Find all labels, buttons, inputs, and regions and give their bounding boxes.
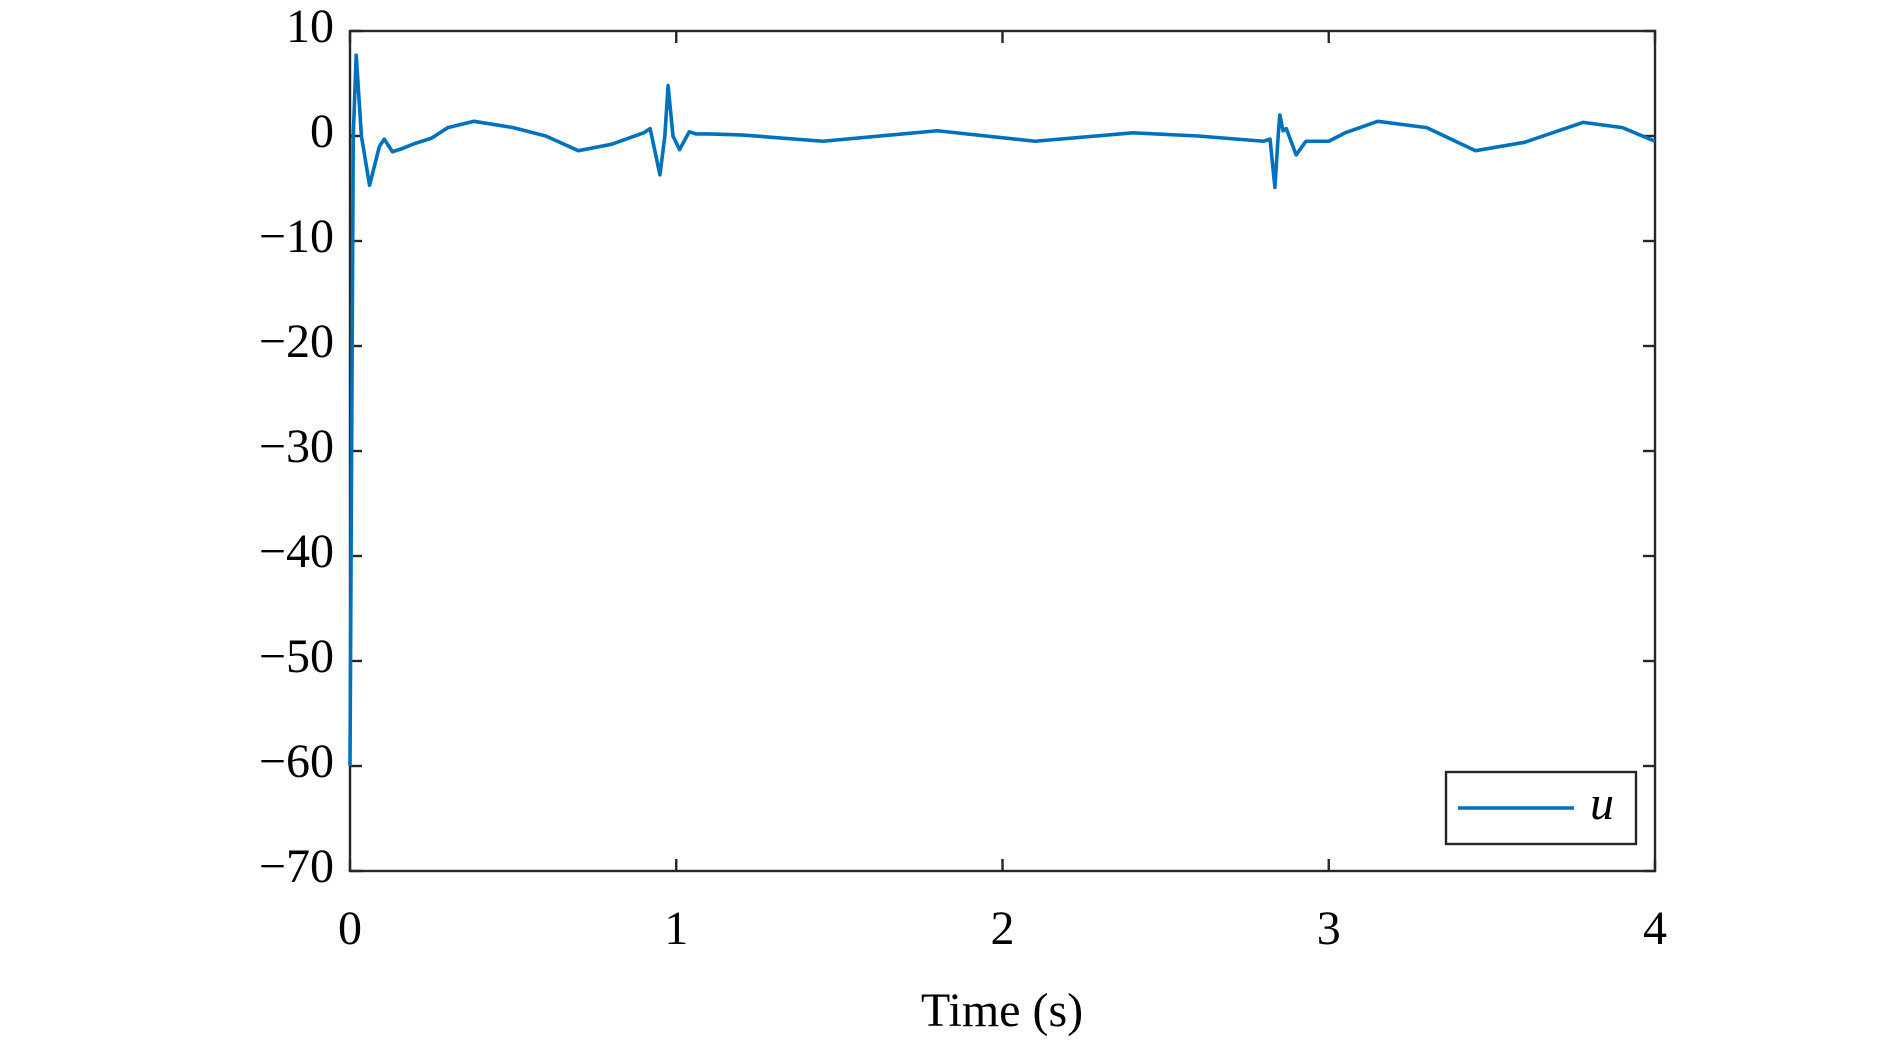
y-tick-label: −10 (259, 210, 334, 263)
x-tick-label: 1 (664, 902, 688, 955)
y-tick-label: −50 (259, 630, 334, 683)
data-line (348, 53, 1656, 767)
x-tick-label: 0 (338, 902, 362, 955)
y-tick-label: −70 (259, 840, 334, 893)
legend-label: u (1590, 777, 1614, 830)
plot-area (348, 29, 1657, 873)
legend: u (1444, 770, 1638, 846)
y-tick-label: −20 (259, 315, 334, 368)
y-tick-label: −40 (259, 525, 334, 578)
y-tick-label: −60 (259, 735, 334, 788)
x-tick-label: 4 (1643, 902, 1667, 955)
y-tick-label: 10 (286, 0, 334, 53)
x-tick-label: 3 (1317, 902, 1341, 955)
y-tick-label: 0 (310, 105, 334, 158)
x-axis-label: Time (s) (921, 984, 1083, 1037)
x-tick-label: 2 (991, 902, 1015, 955)
y-tick-label: −30 (259, 420, 334, 473)
